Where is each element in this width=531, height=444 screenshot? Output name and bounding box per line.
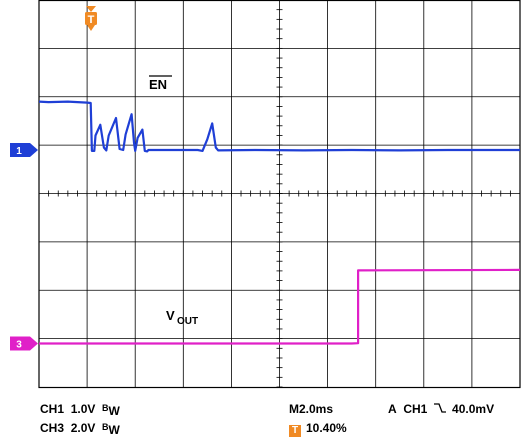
trigger-level: 40.0mV bbox=[452, 402, 495, 416]
ch1-ground-marker: 1 bbox=[10, 142, 38, 157]
ch3-label: CH3 bbox=[40, 421, 65, 435]
ch3-readout: CH3 2.0V BW bbox=[40, 421, 120, 437]
ch3-ground-marker: 3 bbox=[10, 336, 38, 351]
timebase-readout: M2.0ms bbox=[289, 402, 334, 416]
trigger-position-readout: T 10.40% bbox=[289, 421, 347, 437]
ch1-readout: CH1 1.0V BW bbox=[40, 402, 120, 418]
trace-ch1 bbox=[38, 100, 520, 153]
trace-label-subscript: OUT bbox=[177, 316, 198, 327]
trigger-t-icon: T bbox=[289, 425, 301, 437]
ch3-bandwidth-limit: BW bbox=[102, 422, 120, 437]
ch1-bandwidth-limit: BW bbox=[102, 403, 120, 418]
trigger-readout: A CH1 40.0mV bbox=[388, 402, 494, 416]
falling-edge-icon bbox=[433, 403, 446, 413]
trace-labels: EN V OUT bbox=[149, 75, 198, 327]
traces bbox=[38, 100, 521, 345]
graticule bbox=[38, 0, 521, 389]
trigger-position-marker: T bbox=[85, 6, 97, 31]
trace-ch3 bbox=[39, 268, 521, 345]
oscilloscope-display: EN V OUT 1 3 T bbox=[10, 0, 521, 389]
ch1-label: CH1 bbox=[40, 402, 65, 416]
markers: 1 3 T bbox=[10, 6, 97, 351]
ch1-scale: 1.0V bbox=[70, 402, 96, 416]
trigger-position: 10.40% bbox=[306, 421, 347, 435]
ch1-marker-label: 1 bbox=[16, 146, 22, 157]
ch3-scale: 2.0V bbox=[70, 421, 96, 435]
ch3-marker-label: 3 bbox=[16, 339, 22, 350]
trigger-mode: A bbox=[388, 402, 397, 416]
trigger-source: CH1 bbox=[403, 402, 428, 416]
svg-text:T: T bbox=[88, 14, 95, 26]
trace-label-ch3: V bbox=[166, 308, 175, 323]
trace-label-ch1: EN bbox=[149, 77, 167, 92]
